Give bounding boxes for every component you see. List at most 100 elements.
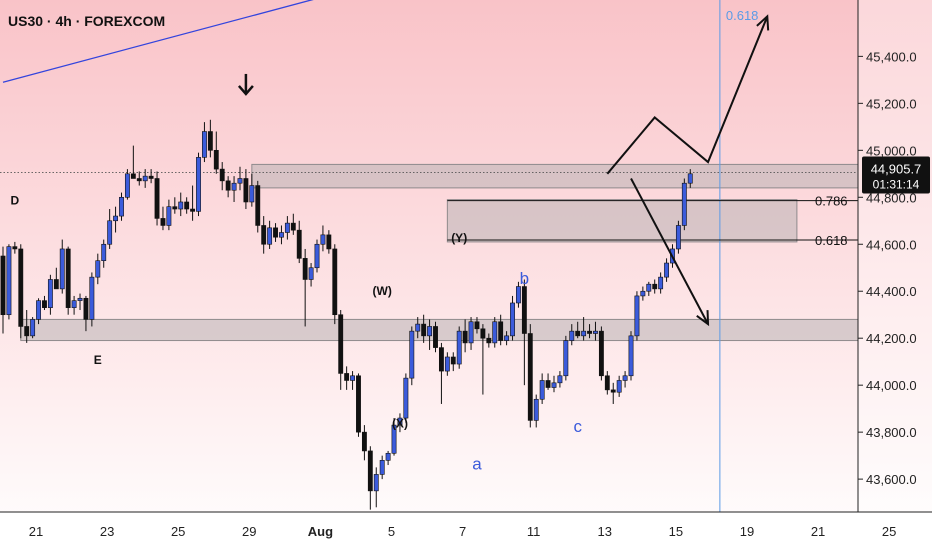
candle-body: [107, 220, 113, 245]
candle-body: [83, 297, 89, 320]
candle-body: [65, 248, 71, 308]
candle: [533, 394, 539, 428]
candle-body: [687, 173, 693, 184]
candle: [279, 225, 284, 245]
candle: [24, 310, 30, 343]
candle-body: [243, 178, 249, 203]
trendline: [2, 0, 314, 83]
time-axis-label: 19: [740, 524, 754, 539]
candle-body: [551, 382, 557, 388]
candle: [273, 223, 278, 242]
candle: [130, 145, 136, 179]
candle: [510, 295, 515, 341]
candle: [551, 375, 557, 393]
candle-body: [581, 330, 587, 337]
time-axis-label: 13: [598, 524, 612, 539]
candle-body: [95, 260, 101, 278]
candle-body: [480, 328, 486, 339]
fib-level-label: 0.786: [815, 194, 848, 209]
candle-body: [249, 185, 255, 203]
candle: [527, 324, 533, 428]
candle-body: [456, 330, 462, 365]
candle-body: [30, 319, 36, 337]
wave-label: D: [11, 193, 20, 207]
candle: [178, 192, 184, 217]
bearish-path-arrowhead: [696, 310, 710, 327]
candle: [18, 244, 24, 339]
candle-body: [332, 248, 338, 316]
candle-body: [539, 380, 545, 400]
candle-body: [148, 175, 154, 179]
candle-body: [610, 389, 616, 393]
symbol-title[interactable]: US30 · 4h · FOREXCOM: [8, 13, 165, 29]
candle: [361, 425, 367, 461]
wave-label: b: [520, 269, 529, 288]
price-axis-label: 44,600.0: [866, 237, 917, 252]
candle-body: [231, 182, 237, 191]
candle-body: [308, 267, 314, 280]
candle-body: [77, 297, 83, 301]
candle-body: [225, 180, 231, 191]
candle-body: [267, 227, 273, 245]
time-axis-label: 21: [811, 524, 825, 539]
price-axis-panel[interactable]: [858, 0, 932, 512]
price-axis-label: 44,400.0: [866, 284, 917, 299]
candle: [504, 331, 510, 346]
candle: [415, 317, 421, 339]
candle: [450, 352, 456, 372]
candle-body: [510, 302, 515, 337]
fib-time-label: 0.618: [726, 8, 759, 23]
candle-body: [53, 279, 59, 290]
candle: [373, 467, 379, 508]
candle: [409, 326, 415, 386]
candle-body: [563, 340, 569, 377]
candle-body: [681, 182, 687, 226]
candle-body: [444, 356, 450, 372]
candle-body: [296, 229, 302, 259]
candle: [628, 331, 634, 381]
candle: [456, 326, 462, 369]
candle-body: [119, 196, 124, 217]
candle-body: [178, 201, 184, 210]
upper-supply-zone: [251, 163, 859, 189]
candle: [433, 321, 438, 353]
candle: [539, 373, 545, 404]
candle: [172, 197, 178, 214]
candle: [498, 314, 504, 346]
candle: [338, 310, 344, 390]
wave-label: E: [94, 353, 102, 367]
candle: [569, 324, 575, 346]
fib-level-label: 0.618: [815, 233, 848, 248]
time-axis-panel[interactable]: [0, 512, 932, 550]
candle-body: [154, 178, 160, 219]
time-axis-label: 23: [100, 524, 114, 539]
candle-body: [598, 330, 604, 377]
candle: [652, 279, 658, 294]
candle: [101, 239, 107, 268]
time-axis-label: 25: [882, 524, 896, 539]
time-axis-label: 11: [527, 524, 541, 539]
candle: [267, 220, 273, 249]
current-price-value: 44,905.7: [871, 161, 922, 176]
candle: [219, 162, 225, 191]
candle: [521, 279, 527, 386]
candle-body: [421, 323, 427, 337]
candle-body: [160, 218, 166, 226]
candle-body: [433, 326, 438, 348]
candle-body: [391, 424, 397, 454]
candle: [391, 418, 397, 456]
candle-body: [516, 286, 521, 304]
candle: [196, 152, 201, 217]
candle: [575, 321, 581, 339]
candle: [326, 230, 332, 254]
candle: [290, 213, 296, 235]
candle: [385, 450, 391, 466]
candle-body: [486, 337, 492, 344]
candle-body: [101, 243, 107, 261]
candles-layer: [0, 119, 693, 510]
candle-body: [533, 398, 539, 421]
candle-body: [658, 276, 664, 290]
candle: [421, 314, 427, 343]
